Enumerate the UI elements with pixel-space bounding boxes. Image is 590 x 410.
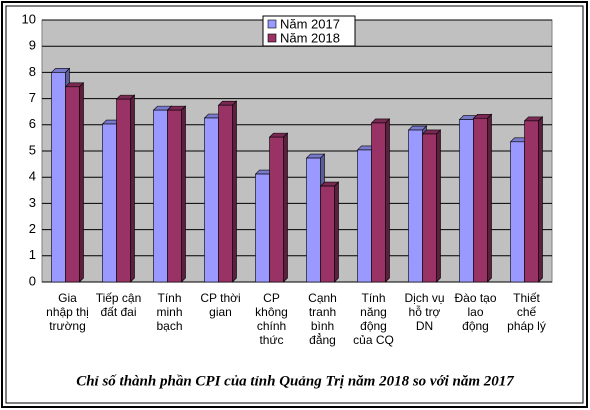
bar (269, 136, 284, 283)
bar (65, 86, 80, 283)
y-tick-label: 3 (29, 195, 36, 210)
bar-side (79, 82, 84, 283)
bar (371, 122, 386, 283)
y-tick-label: 6 (29, 116, 36, 131)
x-tick-label: Đào tạo lao động (454, 291, 497, 333)
bar (306, 157, 321, 283)
x-tick-label: CP không chính thức (255, 291, 288, 347)
bar (408, 129, 423, 283)
bar (51, 72, 66, 283)
x-tick-label: Cạnh tranh bình đẳng (308, 291, 337, 347)
bar-side (232, 100, 237, 283)
bar (524, 120, 539, 283)
bar (320, 185, 335, 283)
y-tick-label: 9 (29, 38, 36, 53)
y-tick-label: 1 (29, 247, 36, 262)
frame-inner (5, 5, 584, 404)
bar (102, 123, 117, 283)
bar-side (181, 105, 186, 283)
y-tick-label: 5 (29, 142, 36, 157)
bar-side (283, 132, 288, 283)
y-tick-label: 0 (29, 273, 36, 288)
bar (167, 109, 182, 283)
caption: Chỉ số thành phần CPI của tỉnh Quảng Trị… (76, 373, 514, 389)
bar-side (436, 129, 441, 283)
bar (422, 133, 437, 283)
bar (357, 149, 372, 283)
bar-side (334, 181, 339, 283)
x-tick-label: Dịch vụ hỗ trợ DN (404, 291, 445, 333)
bar (473, 117, 488, 283)
x-tick-label: Gia nhập thị trường (46, 291, 89, 333)
bar (459, 119, 474, 283)
bar (204, 117, 219, 283)
legend-label: Năm 2017 (280, 16, 340, 31)
legend-swatch (267, 19, 277, 29)
legend-swatch (267, 33, 277, 43)
y-tick-label: 2 (29, 221, 36, 236)
bar-side (538, 116, 543, 283)
bar-side (385, 118, 390, 283)
legend-box (262, 15, 356, 47)
bar-side (130, 94, 135, 283)
x-tick-label: CP thời gian (200, 291, 241, 319)
y-tick-label: 7 (29, 90, 36, 105)
bar (153, 109, 168, 283)
bar-side (487, 113, 492, 283)
bar (218, 104, 233, 283)
y-tick-label: 4 (29, 169, 36, 184)
bar (255, 173, 270, 283)
x-tick-label: Thiết chế pháp lý (507, 291, 546, 333)
bar (116, 98, 131, 283)
legend-label: Năm 2018 (280, 30, 340, 45)
x-tick-label: Tính minh bạch (156, 291, 183, 333)
y-tick-label: 8 (29, 64, 36, 79)
bar (510, 141, 525, 283)
x-tick-label: Tính năng động của CQ (353, 291, 394, 347)
y-tick-label: 10 (22, 11, 36, 26)
x-tick-label: Tiếp cận đất đai (95, 291, 142, 319)
